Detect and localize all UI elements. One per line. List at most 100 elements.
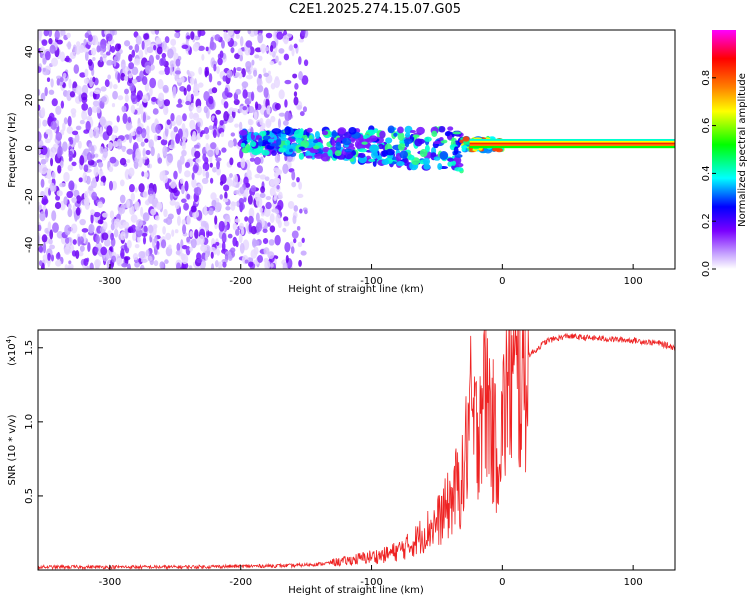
heatmap-cell	[109, 81, 113, 89]
heatmap-cell	[66, 126, 74, 135]
heatmap-cell	[95, 261, 100, 269]
heatmap-cell	[51, 171, 56, 180]
heatmap-cell	[181, 254, 189, 265]
colorbar-tick-label: 0.8	[701, 70, 712, 86]
heatmap-cell	[180, 76, 185, 83]
heatmap-cell	[313, 139, 319, 143]
heatmap-cell	[299, 111, 305, 117]
heatmap-cell	[81, 228, 89, 233]
heatmap-cell	[342, 137, 352, 146]
heatmap-cell	[181, 219, 186, 226]
heatmap-cell	[246, 169, 252, 180]
heatmap-cell	[268, 239, 275, 246]
heatmap-cell	[144, 138, 149, 143]
colorbar-ticks: 0.0 0.2 0.4 0.6 0.8	[701, 70, 716, 277]
heatmap-cell	[108, 266, 114, 269]
heatmap-cell	[183, 87, 187, 96]
heatmap-cell	[278, 89, 285, 100]
colorbar-tick-label: 0.4	[701, 165, 712, 181]
heatmap-cell	[186, 69, 190, 75]
heatmap-cell	[102, 147, 108, 159]
heatmap-cell	[222, 198, 229, 203]
heatmap-cell	[104, 239, 111, 247]
heatmap-cell	[130, 91, 137, 103]
heatmap-cell	[198, 82, 204, 88]
top-ytick-label: 20	[24, 94, 35, 107]
heatmap-cell	[220, 174, 227, 185]
heatmap-cell	[176, 262, 181, 269]
heatmap-cell	[141, 94, 149, 103]
heatmap-cell	[128, 184, 135, 193]
heatmap-cell	[97, 161, 104, 168]
heatmap-cell	[266, 105, 271, 115]
heatmap-cell	[276, 138, 282, 146]
heatmap-cell	[136, 219, 144, 228]
heatmap-cell	[138, 183, 145, 193]
heatmap-cell	[100, 103, 105, 109]
heatmap-cell	[69, 91, 76, 98]
heatmap-cell	[99, 146, 104, 154]
heatmap-cell	[126, 239, 132, 249]
heatmap-cell	[99, 56, 103, 63]
heatmap-cell	[180, 185, 185, 195]
heatmap-cell	[216, 66, 220, 74]
heatmap-cell	[215, 109, 222, 115]
heatmap-cell	[233, 30, 241, 35]
heatmap-cell	[399, 150, 408, 159]
heatmap-cell	[38, 104, 41, 111]
heatmap-cell	[215, 146, 220, 156]
heatmap-cell	[100, 175, 107, 183]
heatmap-cell	[45, 128, 53, 135]
heatmap-cell	[56, 231, 64, 239]
heatmap-cell	[51, 210, 57, 222]
heatmap-cell	[83, 39, 87, 46]
heatmap-cell	[220, 132, 225, 138]
heatmap-cell	[85, 120, 91, 132]
heatmap-cell	[238, 197, 245, 205]
heatmap-cell	[289, 44, 293, 51]
heatmap-cell	[154, 235, 158, 244]
heatmap-cell	[239, 242, 245, 254]
heatmap-cell	[92, 177, 97, 184]
heatmap-cell	[251, 59, 255, 66]
heatmap-cell	[150, 146, 155, 157]
heatmap-cell	[176, 242, 181, 252]
heatmap-cell	[202, 168, 206, 177]
heatmap-cell	[38, 234, 41, 246]
heatmap-cell	[262, 130, 267, 136]
heatmap-cell	[175, 114, 183, 126]
heatmap-cell	[216, 248, 221, 256]
heatmap-cell	[50, 120, 57, 130]
heatmap-cell	[293, 129, 304, 139]
heatmap-cell	[265, 196, 272, 201]
heatmap-cell	[40, 178, 45, 188]
heatmap-cell	[234, 53, 241, 60]
heatmap-cell	[321, 130, 328, 136]
heatmap-cell	[76, 41, 81, 47]
heatmap-cell	[105, 33, 113, 42]
heatmap-cell	[40, 145, 48, 156]
heatmap-cell	[301, 237, 305, 243]
heatmap-cell	[155, 54, 160, 60]
heatmap-cell	[135, 35, 142, 45]
heatmap-cell	[134, 187, 138, 193]
heatmap-cell	[117, 72, 121, 84]
heatmap-cell	[114, 43, 121, 52]
heatmap-cell	[72, 44, 77, 54]
heatmap-cell	[221, 241, 226, 252]
heatmap-cell	[42, 67, 46, 72]
heatmap-cell	[112, 83, 118, 90]
heatmap-cell	[227, 139, 234, 148]
heatmap-cell	[186, 35, 191, 40]
heatmap-cell	[57, 165, 62, 174]
bottom-xtick-label: -200	[229, 577, 252, 588]
heatmap-cell	[250, 91, 255, 102]
heatmap-cell	[83, 77, 89, 85]
heatmap-cell	[306, 127, 313, 133]
heatmap-cell	[291, 170, 296, 181]
heatmap-cell	[447, 157, 454, 162]
heatmap-cell	[221, 39, 225, 49]
heatmap-cell	[253, 69, 258, 77]
heatmap-cell	[369, 144, 379, 153]
heatmap-cell	[241, 81, 249, 88]
